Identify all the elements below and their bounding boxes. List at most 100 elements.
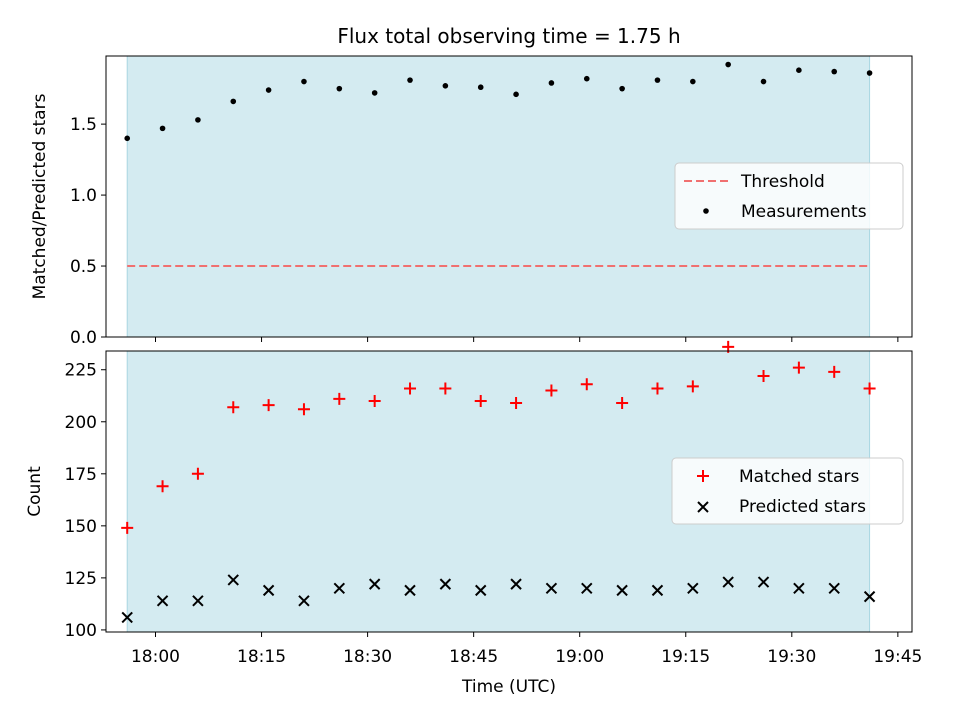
matched-stars-point <box>757 369 770 382</box>
matched-stars-point <box>333 392 346 405</box>
measurement-point <box>336 85 343 92</box>
matched-stars-point <box>792 361 805 374</box>
matched-stars-point <box>297 403 310 416</box>
measurement-point <box>477 84 484 91</box>
matched-stars-point <box>651 382 664 395</box>
matched-stars-point <box>227 401 240 414</box>
matched-stars-point <box>368 394 381 407</box>
chart-title: Flux total observing time = 1.75 h <box>337 24 680 48</box>
y-tick-label: 175 <box>65 465 97 485</box>
legend-measurements-label: Measurements <box>741 202 867 222</box>
y-tick-label: 1.0 <box>70 186 97 206</box>
measurement-point <box>195 117 201 123</box>
measurement-point <box>866 70 873 76</box>
measurement-point <box>371 90 378 96</box>
y-tick-label: 125 <box>65 569 97 589</box>
predicted-stars-point <box>156 595 169 607</box>
y-tick-label: 0.5 <box>70 257 97 277</box>
measurement-point <box>265 87 272 93</box>
legend-predicted-swatch <box>697 501 709 513</box>
matched-stars-point <box>863 382 876 395</box>
x-tick-label: 18:45 <box>449 647 498 667</box>
predicted-stars-point <box>333 582 346 594</box>
predicted-stars-point <box>298 595 310 607</box>
legend-box <box>674 162 904 230</box>
matched-stars-point <box>121 521 134 534</box>
x-tick-label: 19:30 <box>767 647 816 667</box>
y-tick-label: 200 <box>65 413 97 433</box>
x-tick-label: 18:15 <box>237 647 286 667</box>
y-tick-label: 0.0 <box>70 328 97 348</box>
measurement-point <box>725 61 731 68</box>
measurement-point <box>583 75 590 82</box>
measurement-point <box>442 83 449 89</box>
predicted-stars-point <box>121 611 133 624</box>
x-tick-label: 18:30 <box>343 647 392 667</box>
measurement-point <box>230 98 237 105</box>
predicted-stars-point <box>545 582 558 594</box>
legend-matched-label: Matched stars <box>739 467 859 487</box>
top-subplot: 0.0 0.5 1.0 1.5 Matched/Predicted stars Thres… <box>30 24 913 348</box>
legend-predicted-label: Predicted stars <box>739 497 866 517</box>
measurement-point <box>654 77 661 83</box>
matched-stars-point <box>439 382 452 395</box>
predicted-stars-point <box>227 574 239 586</box>
matched-stars-point <box>580 378 593 391</box>
measurement-point <box>513 91 519 98</box>
matched-stars-point <box>686 380 699 393</box>
matched-stars-point <box>510 397 523 410</box>
predicted-stars-point <box>404 584 416 597</box>
predicted-stars-point <box>262 584 275 597</box>
legend-box <box>671 457 904 525</box>
predicted-stars-point <box>616 584 628 597</box>
matched-stars-point <box>828 365 841 378</box>
matched-stars-point <box>156 480 169 493</box>
y-axis-label: Matched/Predicted stars <box>30 93 50 299</box>
x-tick-label: 19:00 <box>555 647 604 667</box>
x-tick-label: 19:15 <box>661 647 710 667</box>
measurement-point <box>301 78 307 85</box>
measurement-point <box>407 77 413 83</box>
predicted-stars-point <box>439 578 452 590</box>
predicted-stars-point <box>793 582 805 594</box>
matched-stars-point <box>404 382 417 395</box>
matched-stars-point <box>474 394 487 407</box>
predicted-stars-point <box>475 584 487 597</box>
measurement-point <box>619 85 625 92</box>
predicted-stars-point <box>510 578 522 590</box>
x-tick-label: 18:00 <box>131 647 180 667</box>
axes-frame <box>105 55 913 338</box>
measurement-point <box>548 80 555 86</box>
y-tick-label: 150 <box>65 517 97 537</box>
matched-stars-point <box>191 467 204 480</box>
matched-stars-point <box>616 397 629 410</box>
measurement-point <box>159 125 166 132</box>
y-tick-label: 225 <box>65 361 97 381</box>
x-axis-label: Time (UTC) <box>461 677 556 697</box>
predicted-stars-point <box>651 584 664 597</box>
predicted-stars-point <box>863 590 876 603</box>
measurement-point <box>124 135 131 142</box>
y-tick-label: 1.5 <box>70 115 97 135</box>
axes-frame <box>105 350 913 633</box>
predicted-stars-point <box>828 582 840 594</box>
predicted-stars-point <box>757 576 770 588</box>
bottom-subplot: 100 125 150 175 200 225 18:00 18:15 18:30 18:45 19… <box>25 340 922 697</box>
predicted-stars-point <box>192 595 204 607</box>
matched-stars-point <box>262 399 275 412</box>
y-tick-label: 100 <box>65 621 97 641</box>
predicted-stars-point <box>368 578 381 590</box>
predicted-stars-point <box>581 582 593 594</box>
predicted-stars-point <box>687 582 699 594</box>
y-axis-label: Count <box>25 466 45 517</box>
legend-measurements-swatch <box>703 208 709 214</box>
predicted-stars-point <box>722 576 734 588</box>
legend-threshold-label: Threshold <box>740 172 825 192</box>
measurement-point <box>690 78 696 85</box>
x-tick-label: 19:45 <box>873 647 922 667</box>
legend-matched-swatch <box>697 470 709 482</box>
measurement-point <box>760 78 767 85</box>
matched-stars-point <box>545 384 558 397</box>
measurement-point <box>796 67 802 73</box>
